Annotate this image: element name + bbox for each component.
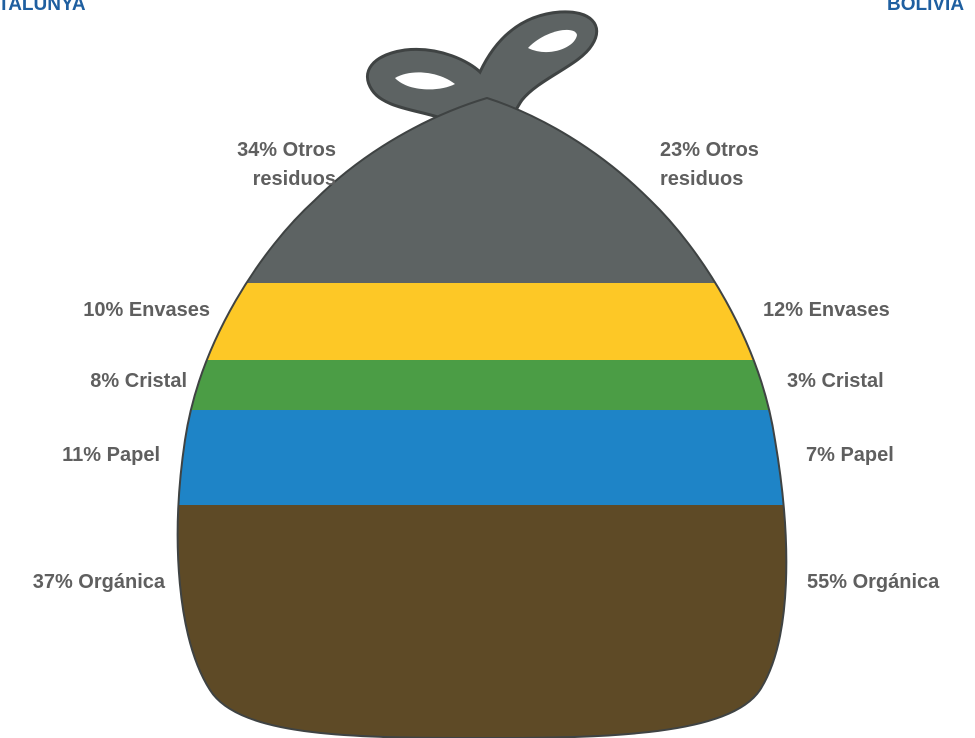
- left-label-envases: 10% Envases: [83, 299, 210, 321]
- band-papel: [177, 410, 787, 505]
- band-envases: [177, 283, 787, 360]
- band-cristal: [177, 360, 787, 410]
- right-label-papel: 7% Papel: [806, 444, 894, 466]
- right-label-envases: 12% Envases: [763, 299, 890, 321]
- left-label-otros: 34% Otros residuos: [237, 139, 336, 190]
- left-label-papel: 11% Papel: [62, 444, 160, 466]
- left-region-title: TALUNYA: [0, 0, 86, 15]
- left-label-cristal: 8% Cristal: [90, 370, 187, 392]
- bag-knot-icon: [366, 10, 599, 130]
- left-label-organica: 37% Orgánica: [32, 571, 165, 593]
- right-label-otros: 23% Otros residuos: [660, 139, 759, 190]
- right-label-cristal: 3% Cristal: [787, 370, 884, 392]
- right-region-title: BOLIVIA: [887, 0, 965, 15]
- right-label-organica: 55% Orgánica: [807, 571, 940, 593]
- band-org-nica: [177, 505, 787, 738]
